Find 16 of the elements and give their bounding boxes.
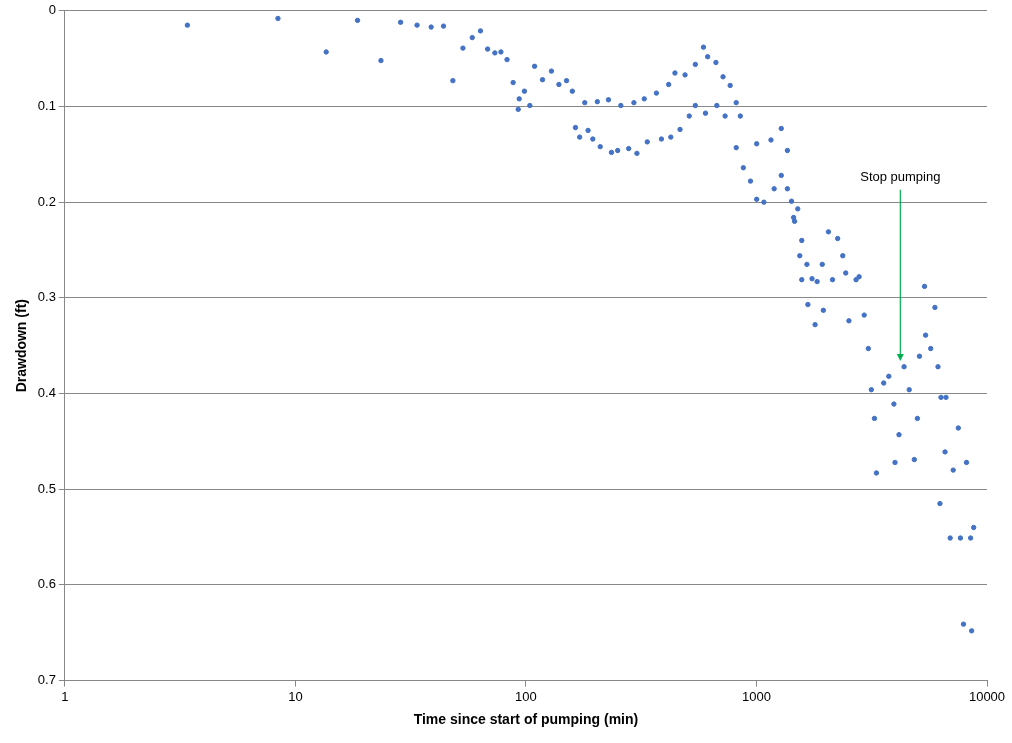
x-tick-label: 10 [288,688,303,704]
y-tick-label: 0.7 [37,672,56,688]
x-tick-label: 1000 [742,688,771,704]
y-tick-label: 0.5 [37,480,56,496]
y-tick-label: 0.2 [37,193,56,209]
y-axis-title: Drawdown (ft) [13,299,30,393]
y-tick-label: 0 [48,2,56,18]
y-tick-label: 0.3 [37,289,56,305]
x-tick-label: 10000 [968,688,1006,704]
y-tick-label: 0.4 [37,385,56,401]
y-tick-label: 0.6 [37,576,56,592]
x-axis-title: Time since start of pumping (min) [413,711,639,728]
annotation: Stop pumping [860,168,941,184]
x-tick-label: 1 [61,688,69,704]
x-tick-label: 100 [515,688,537,704]
y-tick-label: 0.1 [37,98,56,114]
